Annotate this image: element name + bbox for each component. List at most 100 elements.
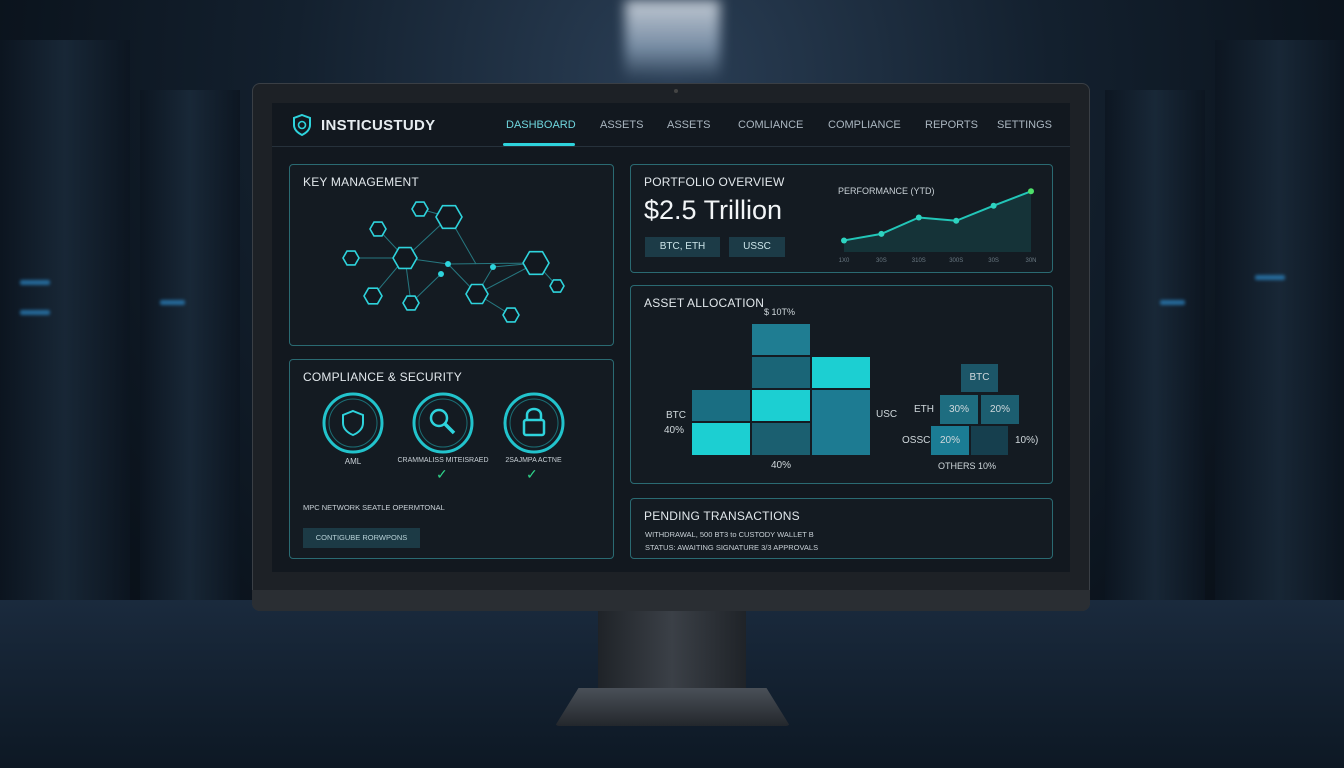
tab-assets[interactable]: ASSETS	[600, 119, 644, 131]
server-rack	[1105, 90, 1205, 630]
aml-label: AML	[344, 457, 362, 466]
panel-title: PORTFOLIO OVERVIEW	[644, 175, 785, 189]
panel-title: PENDING TRANSACTIONS	[644, 509, 800, 523]
x-tick-label: 30S	[876, 258, 887, 264]
legend-btc[interactable]: BTC	[961, 364, 998, 392]
tab-settings[interactable]: SETTINGS	[997, 119, 1053, 131]
rack-led	[1255, 275, 1285, 280]
btc-pct: 40%	[664, 425, 685, 436]
key-node-hexagon[interactable]	[435, 204, 463, 230]
chip-btc-eth[interactable]: BTC, ETH	[645, 237, 720, 257]
transaction-line[interactable]: WITHDRAWAL, 500 BT3 to CUSTODY WALLET B	[645, 530, 814, 539]
rack-led	[1160, 300, 1185, 305]
ceiling-light	[625, 0, 720, 80]
treemap-block[interactable]	[692, 423, 750, 455]
treemap-block[interactable]	[752, 357, 810, 388]
rack-led	[20, 310, 50, 315]
key-node-hexagon[interactable]	[522, 250, 550, 276]
treemap-block[interactable]	[752, 390, 810, 421]
shield-icon	[293, 114, 311, 136]
performance-point[interactable]	[990, 202, 997, 209]
mfa-label: 2SAJMPA ACTNE	[505, 457, 562, 464]
ossc-label: OSSC	[902, 435, 931, 446]
tab-comliance[interactable]: COMLIANCE	[738, 119, 804, 131]
bottom-pct: 40%	[771, 460, 792, 471]
performance-point[interactable]	[953, 217, 960, 224]
treemap-block[interactable]	[812, 390, 870, 455]
check-label: CRAMMALISS MITEISRAED	[397, 457, 489, 464]
tab-compliance[interactable]: COMPLIANCE	[828, 119, 901, 131]
magnifier-icon[interactable]	[412, 392, 474, 454]
server-rack	[1215, 40, 1344, 680]
panel-title: COMPLIANCE & SECURITY	[303, 370, 462, 384]
active-tab-indicator	[503, 143, 575, 146]
panel-title: KEY MANAGEMENT	[303, 175, 419, 189]
key-node-dot	[490, 264, 496, 270]
lock-icon[interactable]	[503, 392, 565, 454]
legend-eth-b[interactable]: 20%	[981, 395, 1019, 424]
brand-name: INSTICUSTUDY	[321, 117, 436, 134]
others-label: OTHERS	[938, 461, 976, 471]
key-node-hexagon[interactable]	[392, 246, 418, 270]
key-node-hexagon[interactable]	[465, 283, 489, 305]
monitor-chin	[252, 590, 1090, 611]
key-node-hexagon[interactable]	[549, 279, 565, 293]
key-node-hexagon[interactable]	[502, 307, 520, 323]
top-label: $ 10T%	[764, 307, 796, 317]
treemap-block[interactable]	[692, 390, 750, 421]
btc-label: BTC	[666, 410, 686, 421]
tab-dashboard[interactable]: DASHBOARD	[506, 119, 576, 131]
performance-title: PERFORMANCE (YTD)	[838, 186, 935, 196]
panel-title: ASSET ALLOCATION	[644, 296, 765, 310]
shield-icon[interactable]	[322, 392, 384, 454]
treemap-block[interactable]	[752, 423, 810, 455]
monitor-base	[555, 688, 790, 726]
server-rack	[140, 90, 240, 630]
server-rack	[0, 40, 130, 680]
performance-area	[844, 191, 1031, 252]
legend-eth-a[interactable]: 30%	[940, 395, 978, 424]
performance-line	[843, 190, 1032, 242]
check-icon: ✓	[436, 466, 448, 482]
chip-ussc[interactable]: USSC	[729, 237, 785, 257]
performance-chart: 1X0 30S 310S 300S 30S 30N	[839, 188, 1037, 264]
performance-point[interactable]	[915, 214, 922, 221]
portfolio-panel: PORTFOLIO OVERVIEW $2.5 Trillion BTC, ET…	[630, 164, 1053, 273]
configure-button[interactable]: CONTIGUBE RORWPONS	[303, 528, 420, 548]
usc-label: USC	[876, 409, 898, 420]
performance-point[interactable]	[878, 230, 885, 237]
key-network-graph	[342, 201, 565, 323]
key-node-hexagon[interactable]	[369, 221, 387, 237]
dashboard-screen: INSTICUSTUDY DASHBOARD ASSETS ASSETS COM…	[272, 103, 1070, 572]
treemap-block[interactable]	[812, 357, 870, 388]
rack-led	[160, 300, 185, 305]
legend-block[interactable]	[971, 426, 1008, 455]
portfolio-value: $2.5 Trillion	[644, 195, 783, 225]
mpc-status: MPC NETWORK SEATLE OPERMTONAL	[303, 503, 445, 512]
x-tick-label: 310S	[912, 258, 926, 264]
performance-point[interactable]	[841, 237, 847, 244]
tab-assets-2[interactable]: ASSETS	[667, 119, 711, 131]
key-node-hexagon[interactable]	[363, 287, 383, 305]
legend-ossc[interactable]: 20%	[931, 426, 969, 455]
webcam	[674, 89, 678, 93]
key-management-panel: KEY MANAGEMENT	[289, 164, 614, 346]
x-tick-label: 30S	[988, 258, 999, 264]
monitor-stand	[598, 611, 746, 691]
key-node-dot	[438, 271, 444, 277]
key-node-dot	[445, 261, 451, 267]
tab-reports[interactable]: REPORTS	[925, 119, 978, 131]
asset-allocation-panel: ASSET ALLOCATION $ 10T% BTC 40% 40% USC …	[630, 285, 1053, 484]
key-node-hexagon[interactable]	[402, 295, 420, 311]
x-tick-label: 300S	[949, 258, 963, 264]
pending-transactions-panel: PENDING TRANSACTIONS WITHDRAWAL, 500 BT3…	[630, 498, 1053, 559]
treemap-block[interactable]	[752, 324, 810, 355]
top-nav: INSTICUSTUDY DASHBOARD ASSETS ASSETS COM…	[272, 103, 1070, 147]
check-icon: ✓	[526, 466, 538, 482]
x-tick-label: 30N	[1025, 258, 1036, 264]
transaction-status: STATUS: AWAITING SIGNATURE 3/3 APPROVALS	[645, 543, 819, 552]
eth-label: ETH	[914, 404, 934, 415]
key-node-hexagon[interactable]	[411, 201, 429, 217]
key-node-hexagon[interactable]	[342, 250, 360, 266]
performance-point[interactable]	[1028, 188, 1034, 195]
